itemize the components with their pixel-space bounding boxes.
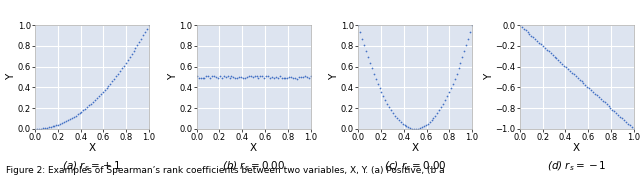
Y-axis label: Y: Y [330,74,339,80]
X-axis label: X: X [573,143,580,153]
Text: (d) $r_s = -1$: (d) $r_s = -1$ [547,159,607,173]
Text: (b) $r_s = 0.00$: (b) $r_s = 0.00$ [222,159,285,173]
Y-axis label: Y: Y [168,74,178,80]
X-axis label: X: X [88,143,95,153]
Y-axis label: Y: Y [484,74,494,80]
Text: Figure 2: Examples of Spearman’s rank coefficients between two variables, X, Y. : Figure 2: Examples of Spearman’s rank co… [6,166,445,175]
Text: (a) $r_s = +1$: (a) $r_s = +1$ [63,159,122,173]
Y-axis label: Y: Y [6,74,17,80]
X-axis label: X: X [250,143,257,153]
Text: (c) $r_s = 0.00$: (c) $r_s = 0.00$ [384,159,447,173]
X-axis label: X: X [412,143,419,153]
